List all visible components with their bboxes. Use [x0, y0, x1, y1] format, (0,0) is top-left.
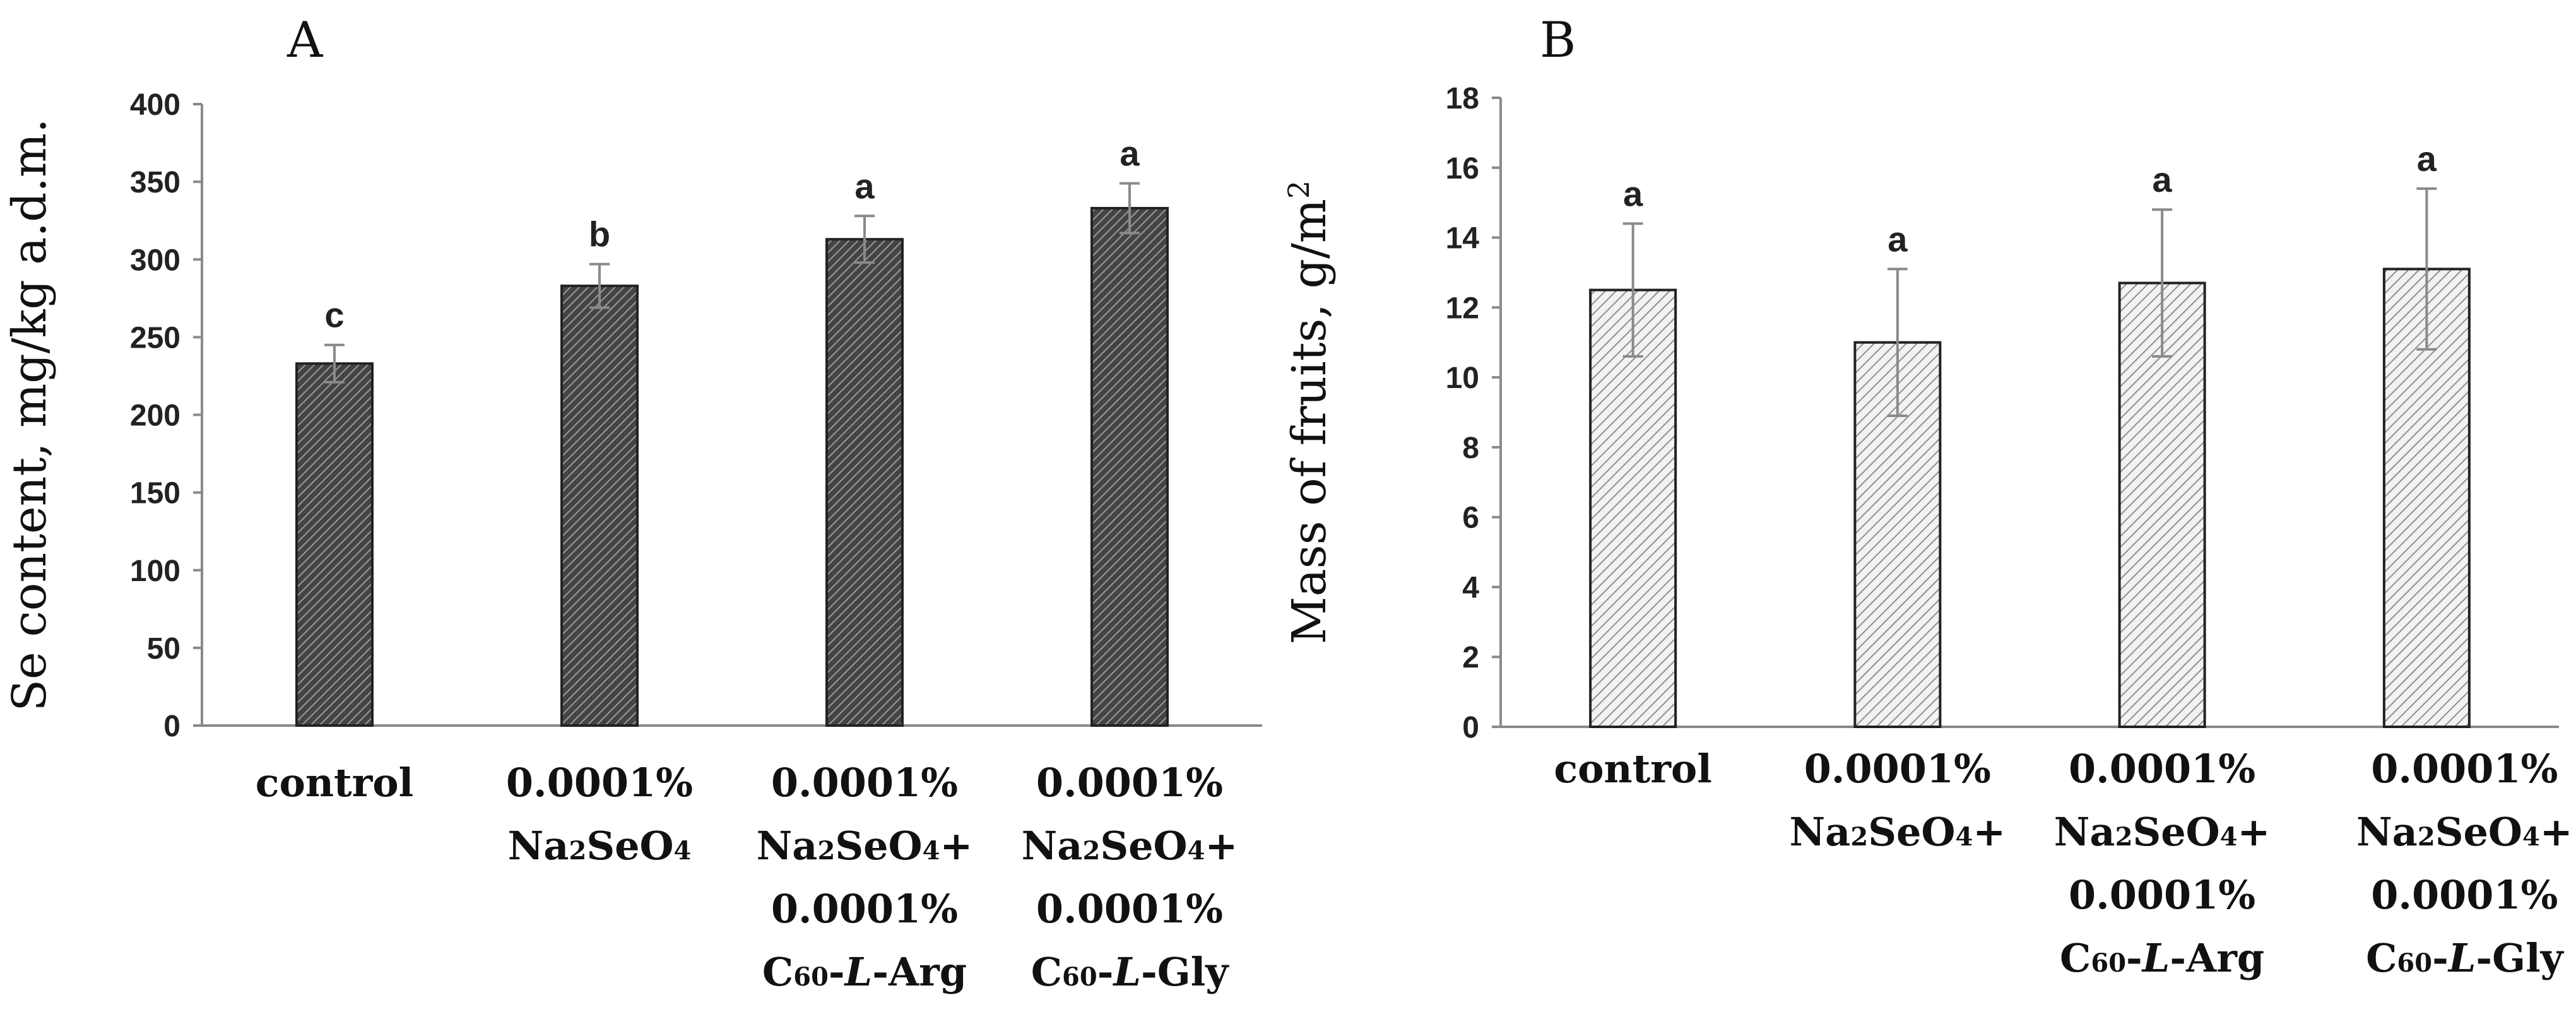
error-bar	[1887, 268, 1908, 418]
error-bar	[324, 343, 345, 384]
category-label: Na2SeO4+	[757, 823, 973, 869]
category-label: 0.0001%	[506, 760, 693, 806]
significance-label: a	[1120, 134, 1140, 174]
category-label: 0.0001%	[771, 886, 958, 932]
significance-label: a	[854, 166, 875, 206]
y-tick-label: 18	[1446, 82, 1479, 115]
bar	[560, 285, 639, 727]
category-label: 0.0001%	[2069, 872, 2255, 918]
category-label: control	[256, 760, 413, 806]
category-label: 0.0001%	[1036, 886, 1223, 932]
y-tick-label: 12	[1446, 291, 1479, 325]
error-bar	[589, 262, 610, 309]
significance-label: a	[1623, 174, 1643, 213]
category-label: 0.0001%	[1036, 760, 1223, 806]
y-tick-label: 400	[130, 88, 180, 122]
y-tick-label: 2	[1462, 641, 1479, 674]
y-tick-label: 150	[130, 477, 180, 510]
category-label: Na2SeO4+	[1790, 809, 2006, 855]
panel-letter: B	[1540, 12, 1576, 69]
chart-panel-b: B Mass of fruits, g/m2 0 2 4 6 8 10 12 14 16 18 a con…	[1282, 12, 2573, 981]
category-label: Na2SeO4	[508, 823, 692, 869]
y-tick-label: 300	[130, 244, 180, 277]
significance-label: b	[589, 215, 610, 254]
error-bar	[2152, 208, 2173, 358]
y-tick-label: 4	[1462, 571, 1479, 604]
bar	[295, 362, 374, 727]
bar	[825, 238, 904, 727]
category-label: 0.0001%	[2371, 872, 2558, 918]
y-tick-label: 6	[1462, 502, 1479, 535]
category-label: Na2SeO4+	[1022, 823, 1238, 869]
error-bar	[854, 215, 875, 264]
category-label: Na2SeO4+	[2054, 809, 2271, 855]
y-tick-label: 10	[1446, 362, 1479, 395]
y-tick-label: 8	[1462, 432, 1479, 465]
category-label: control	[1554, 746, 1711, 792]
category-label: 0.0001%	[2069, 746, 2255, 792]
y-tick-label: 100	[130, 555, 180, 588]
y-tick-label: 200	[130, 399, 180, 433]
y-tick-label: 0	[163, 710, 180, 743]
significance-label: a	[2153, 160, 2173, 199]
error-bar	[1622, 222, 1643, 358]
category-label: C60-L-Gly	[2366, 935, 2565, 981]
y-tick-label: 0	[1462, 711, 1479, 744]
category-label: 0.0001%	[1804, 746, 1991, 792]
category-label: C60-L-Arg	[2060, 935, 2264, 981]
panel-letter: A	[287, 12, 324, 69]
y-tick-label: 14	[1446, 222, 1480, 256]
y-axis-label: Mass of fruits, g/m2	[1282, 180, 1337, 644]
significance-label: c	[324, 295, 344, 335]
error-bar	[2416, 187, 2437, 351]
category-label: C60-L-Gly	[1031, 949, 1230, 995]
bar	[1090, 206, 1169, 727]
y-tick-label: 350	[130, 166, 180, 199]
category-label: 0.0001%	[2371, 746, 2558, 792]
significance-label: a	[2417, 139, 2437, 179]
category-label: Na2SeO4+	[2356, 809, 2573, 855]
y-axis-label: Se content, mg/kg a.d.m.	[3, 118, 57, 711]
y-tick-label: 250	[130, 321, 180, 355]
y-tick-label: 16	[1446, 152, 1479, 185]
category-label: C60-L-Arg	[762, 949, 967, 995]
y-tick-label: 50	[147, 632, 180, 666]
error-bar	[1120, 182, 1140, 235]
significance-label: a	[1888, 219, 1908, 259]
category-label: 0.0001%	[771, 760, 958, 806]
chart-panel-a: A Se content, mg/kg a.d.m. 0 50 100 150 200 250…	[3, 12, 1262, 995]
